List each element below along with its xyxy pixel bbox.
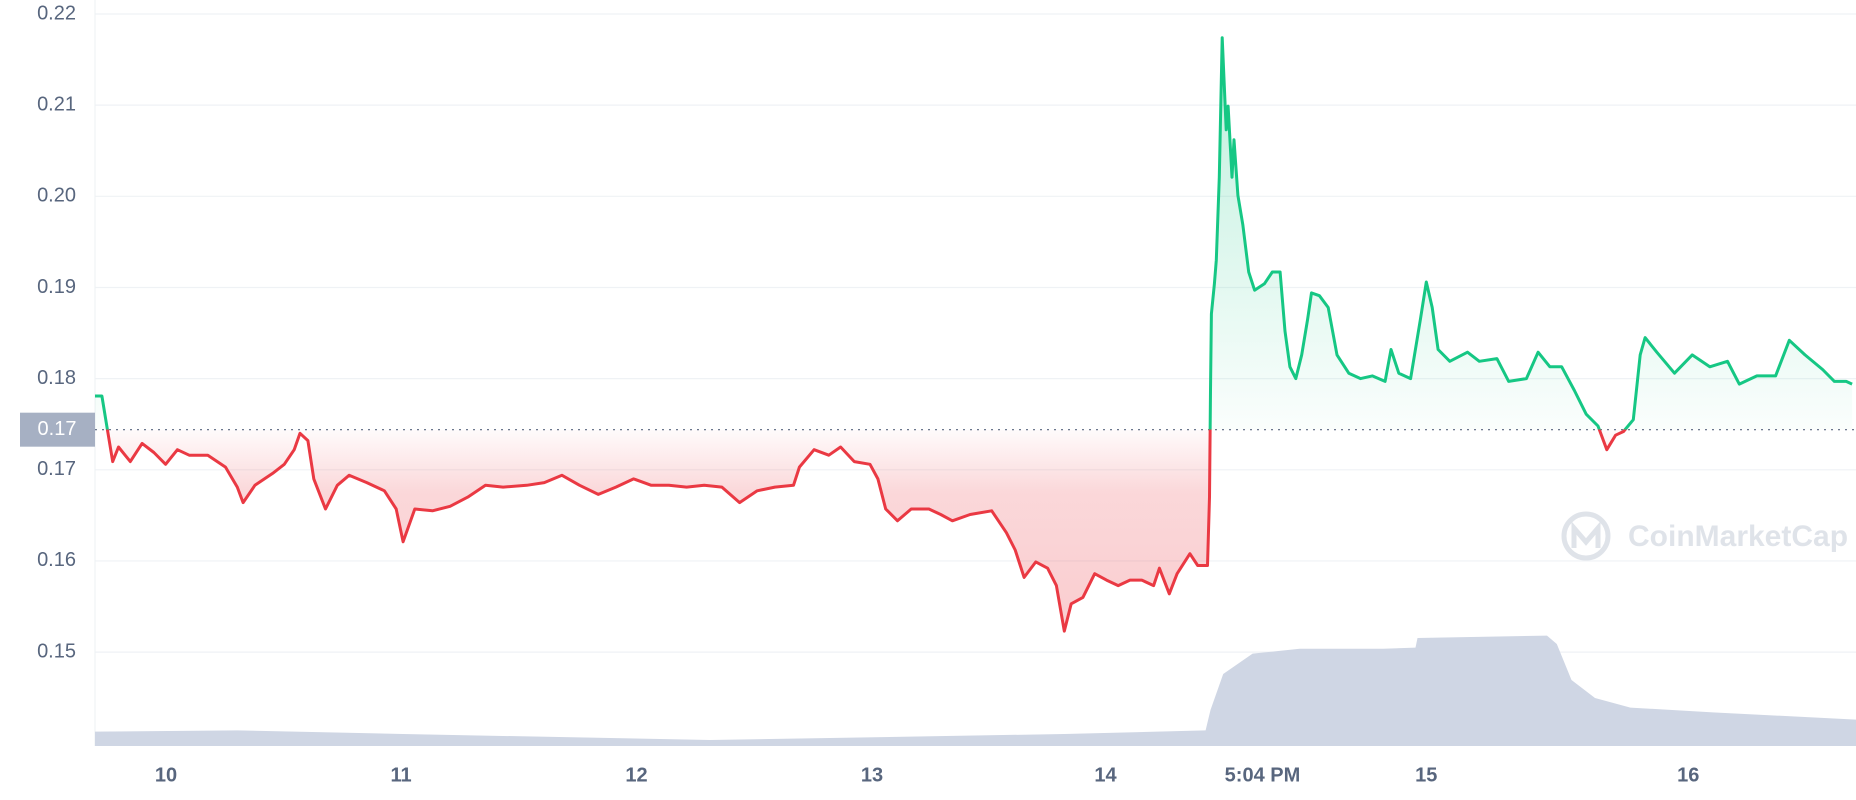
x-tick-label: 10 [155,764,177,786]
reference-label: 0.17 [38,418,77,440]
x-tick-label: 16 [1677,764,1699,786]
x-tick-label: 13 [861,764,883,786]
watermark-text: CoinMarketCap [1628,520,1848,553]
watermark-logo-m [1571,521,1601,548]
y-tick-label: 0.20 [37,185,76,207]
price-line [95,36,1853,633]
y-tick-label: 0.18 [37,367,76,389]
x-tick-label: 12 [625,764,647,786]
y-tick-label: 0.19 [37,276,76,298]
x-tick-label: 11 [391,764,412,786]
y-tick-label: 0.17 [37,458,76,480]
y-tick-label: 0.15 [37,640,76,662]
y-tick-label: 0.16 [37,549,76,571]
watermark: CoinMarketCap [1561,511,1848,561]
x-tick-label: 14 [1094,764,1117,786]
x-tick-label: 15 [1415,764,1437,786]
reference-badge [20,412,95,447]
x-tick-label: 5:04 PM [1225,764,1301,786]
watermark-logo [1561,511,1611,561]
y-tick-label: 0.22 [37,2,76,24]
volume-area [95,635,1856,746]
y-tick-label: 0.21 [37,93,76,115]
